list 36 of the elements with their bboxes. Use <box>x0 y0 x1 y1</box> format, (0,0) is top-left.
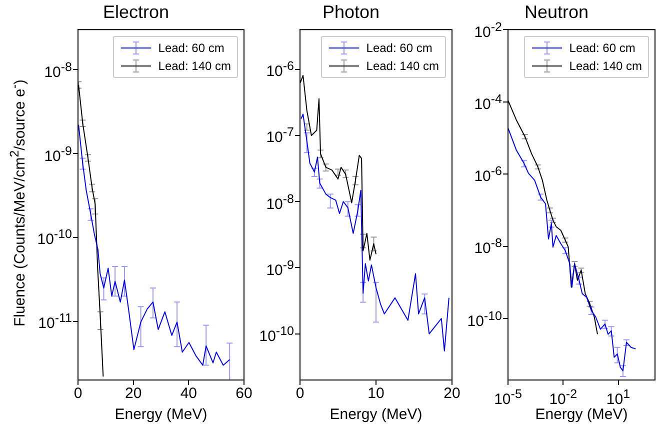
x-axis-title: Energy (MeV) <box>330 406 422 424</box>
legend-label: Lead: 140 cm <box>569 58 642 75</box>
y-tick-label: 10$^{-10}$ <box>37 226 72 250</box>
y-tick-label: 10$^{-9}$ <box>44 142 72 166</box>
legend-label: Lead: 60 cm <box>158 40 224 57</box>
x-tick-label: 0 <box>74 385 82 403</box>
x-axis-title: Energy (MeV) <box>535 406 628 424</box>
y-tick-label: 10$^{-7}$ <box>266 124 294 148</box>
y-tick-label: 10$^{-6}$ <box>474 163 502 186</box>
chart-title: Photon <box>322 2 380 22</box>
y-tick-label: 10$^{-11}$ <box>38 310 72 334</box>
x-tick-label: 10$^{1}$ <box>606 386 630 408</box>
y-tick-label: 10$^{-8}$ <box>44 58 72 82</box>
legend-label: Lead: 140 cm <box>158 58 231 75</box>
x-tick-label: 10$^{-5}$ <box>494 386 522 409</box>
x-tick-label: 10$^{-2}$ <box>549 386 578 408</box>
legend-label: Lead: 140 cm <box>366 58 439 75</box>
y-tick-label: 10$^{-2}$ <box>474 18 502 42</box>
x-tick-label: 40 <box>180 385 197 403</box>
y-tick-label: 10$^{-6}$ <box>266 58 294 82</box>
y-tick-label: 10$^{-9}$ <box>266 256 294 280</box>
legend-label: Lead: 60 cm <box>569 40 636 57</box>
x-tick-label: 10 <box>368 385 384 403</box>
x-tick-label: 0 <box>296 385 304 403</box>
y-tick-label: 10$^{-4}$ <box>474 90 502 114</box>
chart-title: Electron <box>102 2 170 22</box>
x-tick-label: 20 <box>124 385 142 403</box>
chart-title: Neutron <box>524 2 589 22</box>
legend-label: Lead: 60 cm <box>366 40 432 57</box>
x-axis-title: Energy (MeV) <box>114 406 208 424</box>
y-tick-label: 10$^{-10}$ <box>259 322 294 346</box>
y-tick-label: 10$^{-8}$ <box>474 235 502 258</box>
y-tick-label: 10$^{-10}$ <box>467 308 502 331</box>
y-tick-label: 10$^{-8}$ <box>266 190 294 214</box>
x-tick-label: 60 <box>236 385 252 403</box>
x-tick-label: 20 <box>444 385 460 403</box>
